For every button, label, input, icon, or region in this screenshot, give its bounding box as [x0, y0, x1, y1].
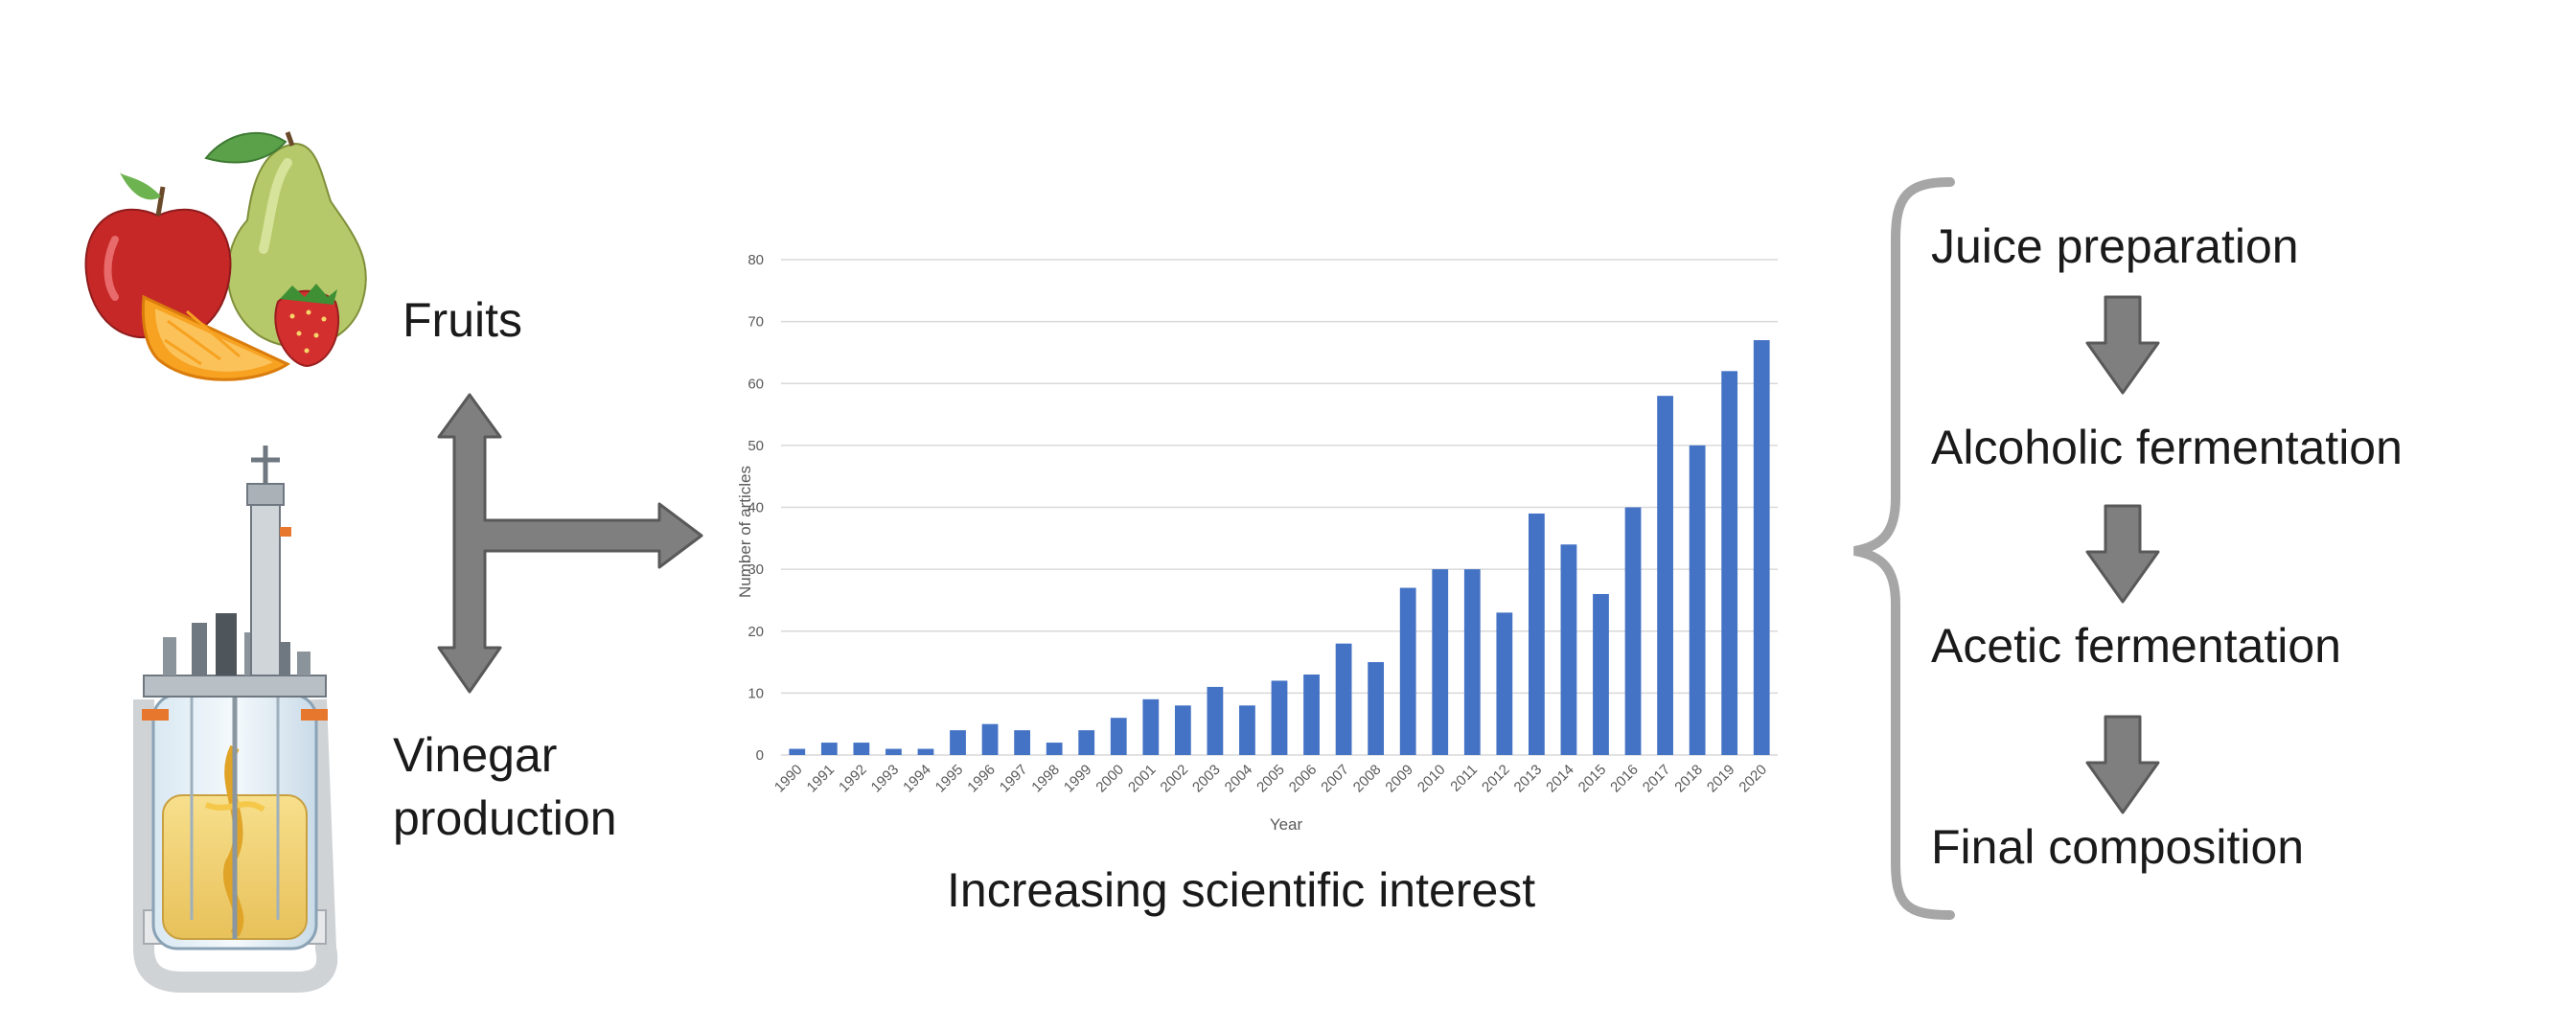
bar-1994 — [917, 748, 934, 755]
vinegar-production-label: Vinegar production — [393, 728, 617, 845]
x-tick-label: 1994 — [900, 762, 934, 796]
bar-2004 — [1239, 705, 1255, 755]
bar-2006 — [1303, 674, 1320, 755]
step-alcoholic-fermentation: Alcoholic fermentation — [1931, 421, 2403, 474]
x-tick-label: 2012 — [1479, 762, 1513, 796]
fruits-label: Fruits — [402, 293, 522, 347]
bioreactor-icon — [133, 446, 338, 993]
bar-2017 — [1657, 396, 1673, 755]
bar-2001 — [1142, 698, 1160, 755]
y-tick-label: 70 — [748, 314, 764, 331]
bar-1997 — [1014, 730, 1030, 755]
x-tick-labels: 1990199119921993199419951996199719981999… — [771, 762, 1770, 796]
x-tick-label: 2017 — [1640, 762, 1674, 796]
x-tick-label: 1998 — [1028, 762, 1063, 796]
x-tick-label: 1997 — [997, 762, 1031, 796]
bar-2008 — [1368, 662, 1385, 755]
step-arrow-3 — [2085, 715, 2160, 814]
bar-2000 — [1110, 718, 1127, 755]
x-tick-label: 2005 — [1254, 762, 1288, 796]
x-tick-label: 2006 — [1286, 762, 1321, 796]
bar-2014 — [1560, 544, 1577, 755]
x-tick-label: 2001 — [1125, 762, 1160, 796]
bar-2019 — [1721, 371, 1738, 755]
step-juice-preparation: Juice preparation — [1931, 219, 2299, 273]
connector-arrow — [437, 393, 703, 694]
bar-2002 — [1174, 705, 1191, 755]
x-tick-label: 1992 — [836, 762, 870, 796]
y-axis-title: Number of articles — [736, 466, 754, 598]
bar-2003 — [1207, 686, 1224, 755]
y-tick-label: 0 — [756, 747, 764, 764]
y-tick-labels: 0 10 20 30 40 50 60 70 80 — [748, 252, 764, 764]
y-tick-label: 10 — [748, 685, 764, 701]
x-tick-label: 2009 — [1382, 762, 1416, 796]
bar-2009 — [1399, 587, 1416, 755]
bar-2018 — [1689, 445, 1706, 755]
x-tick-label: 2015 — [1576, 762, 1610, 796]
bar-2013 — [1529, 513, 1545, 755]
bar-1998 — [1046, 743, 1063, 755]
chart-caption: Increasing scientific interest — [947, 863, 1536, 917]
x-tick-label: 1993 — [868, 762, 903, 796]
bar-2011 — [1463, 569, 1481, 755]
x-tick-label: 2004 — [1222, 762, 1256, 796]
bar-1993 — [886, 748, 902, 755]
bar-2005 — [1271, 680, 1288, 755]
x-tick-label: 2000 — [1092, 762, 1127, 796]
y-tick-label: 20 — [748, 624, 764, 640]
y-tick-label: 40 — [748, 500, 764, 516]
process-brace — [1853, 177, 1955, 920]
step-arrow-2 — [2085, 504, 2160, 604]
x-tick-label: 1996 — [964, 762, 999, 796]
x-tick-label: 2016 — [1607, 762, 1642, 796]
bar-1999 — [1078, 730, 1095, 755]
fruit-icon — [84, 131, 367, 381]
chart-bars — [789, 340, 1770, 755]
bar-1991 — [820, 743, 838, 755]
x-tick-label: 1990 — [771, 762, 806, 796]
x-axis-title: Year — [1270, 815, 1303, 834]
x-tick-label: 2007 — [1318, 762, 1352, 796]
x-tick-label: 2010 — [1414, 762, 1449, 796]
bar-2016 — [1624, 507, 1642, 755]
x-tick-label: 1995 — [932, 762, 967, 796]
bar-2020 — [1753, 340, 1770, 755]
bar-2015 — [1593, 593, 1609, 755]
bar-1990 — [789, 748, 806, 755]
bar-2010 — [1432, 569, 1449, 755]
y-tick-label: 60 — [748, 376, 764, 392]
y-tick-label: 50 — [748, 438, 764, 454]
bar-1996 — [981, 723, 999, 755]
y-tick-label: 80 — [748, 252, 764, 268]
bar-1992 — [853, 743, 870, 755]
x-tick-label: 2013 — [1511, 762, 1546, 796]
x-tick-label: 2003 — [1189, 762, 1224, 796]
y-tick-label: 30 — [748, 561, 764, 578]
x-tick-label: 2014 — [1543, 762, 1577, 796]
x-tick-label: 2002 — [1158, 762, 1192, 796]
x-tick-label: 1999 — [1061, 762, 1095, 796]
x-tick-label: 2018 — [1671, 762, 1706, 796]
x-tick-label: 1991 — [804, 762, 839, 796]
bar-2007 — [1335, 643, 1352, 755]
step-final-composition: Final composition — [1931, 820, 2305, 874]
step-acetic-fermentation: Acetic fermentation — [1931, 619, 2341, 673]
x-tick-label: 2020 — [1736, 762, 1770, 796]
x-tick-label: 2011 — [1447, 762, 1481, 795]
step-arrow-1 — [2085, 295, 2160, 395]
bar-2012 — [1496, 612, 1513, 755]
bar-1995 — [950, 730, 966, 755]
x-tick-label: 2008 — [1350, 762, 1385, 796]
x-tick-label: 2019 — [1704, 762, 1738, 796]
